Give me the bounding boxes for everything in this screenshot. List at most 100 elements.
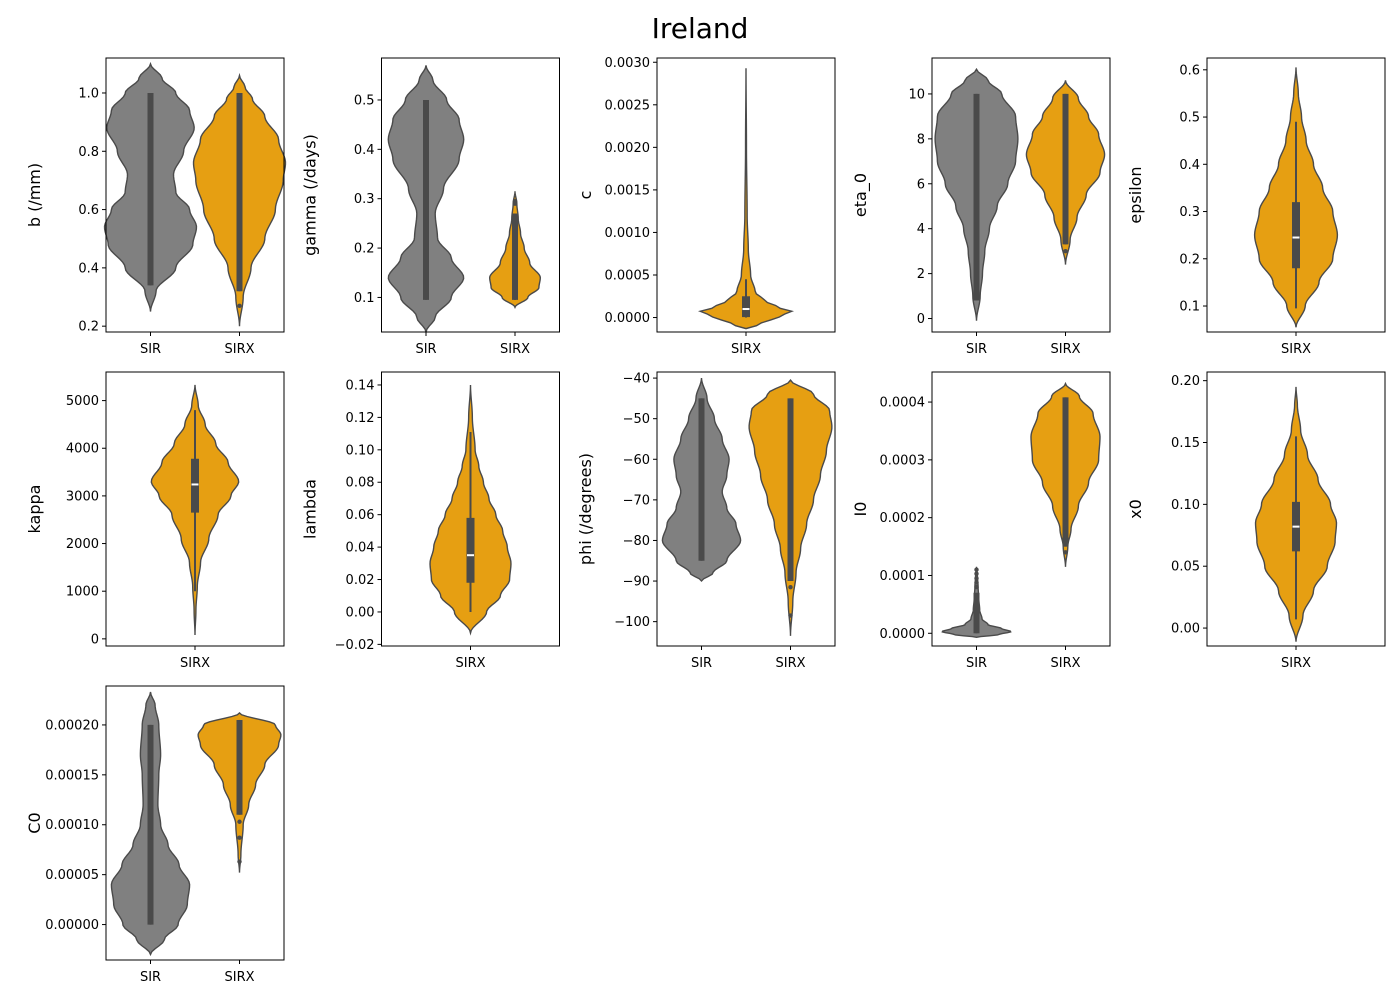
y-tick-label: 0.06 [346, 508, 375, 523]
y-tick-label: 0.10 [1171, 498, 1200, 513]
axes-frame [931, 57, 1111, 333]
outlier-point [974, 571, 979, 576]
y-tick-label: −90 [623, 575, 650, 590]
outlier-point [974, 580, 979, 585]
violin-sir [934, 67, 1019, 321]
y-tick-label: −50 [623, 412, 650, 427]
violin-sirx [1025, 80, 1106, 265]
y-tick-label: 0.0005 [605, 268, 651, 283]
outlier-point [974, 567, 979, 572]
axes-frame [105, 371, 285, 647]
y-tick-label: −40 [623, 372, 650, 387]
y-axis-label: lambda [301, 479, 320, 539]
y-tick-label: 0.00020 [45, 718, 99, 733]
y-tick-label: 0.20 [1171, 374, 1200, 389]
y-tick-label: 6 [917, 177, 925, 192]
y-tick-label: 0.4 [1179, 158, 1200, 173]
y-axis-label: c [576, 191, 595, 200]
subplot-x0: 0.00 0.05 0.10 0.15 0.20 x0 SIRX [1126, 371, 1386, 671]
y-tick-label: 0.0002 [880, 511, 926, 526]
y-tick-label: 0.14 [346, 378, 375, 393]
x-tick-label: SIRX [224, 970, 254, 985]
outlier-point [237, 303, 242, 308]
y-tick-label: 1000 [66, 585, 99, 600]
subplot-gamma: 0.1 0.2 0.3 0.4 0.5 gamma (/days) SIR SIRX [301, 57, 560, 357]
axes-frame [105, 685, 285, 961]
subplot-c: 0.0000 0.0005 0.0010 0.0015 0.0020 0.0025 0.00… [576, 56, 836, 357]
violin-sir [941, 566, 1012, 639]
outlier-point [1063, 550, 1068, 555]
y-tick-label: 0.0000 [880, 627, 926, 642]
y-axis-label: I0 [851, 502, 870, 517]
y-tick-label: 0.4 [354, 143, 375, 158]
violin-sirx [748, 379, 833, 636]
y-tick-label: 10 [908, 87, 925, 102]
axes-frame [1206, 371, 1386, 647]
violin-sirx [1254, 386, 1338, 642]
y-tick-label: 0.2 [354, 242, 375, 257]
y-axis-label: epsilon [1126, 166, 1145, 223]
y-axis-label: b (/mm) [25, 163, 44, 227]
y-tick-label: −0.02 [335, 638, 375, 653]
x-tick-label: SIR [140, 342, 161, 357]
violin-sirx [488, 191, 542, 309]
y-tick-label: 3000 [66, 489, 99, 504]
y-tick-label: −100 [614, 615, 650, 630]
x-tick-label: SIRX [500, 342, 530, 357]
outlier-point [237, 835, 242, 840]
y-tick-label: 0.6 [1179, 63, 1200, 78]
y-tick-label: 0.0020 [605, 141, 651, 156]
y-tick-label: 0.3 [354, 192, 375, 207]
y-tick-label: 2 [917, 267, 925, 282]
violin-sir [110, 691, 191, 957]
x-tick-label: SIRX [731, 342, 761, 357]
y-tick-label: 0.0030 [605, 56, 651, 71]
y-tick-label: 0.5 [1179, 111, 1200, 126]
y-tick-label: 0.0010 [605, 226, 651, 241]
y-tick-label: 8 [917, 132, 925, 147]
y-tick-label: 0.0000 [605, 311, 651, 326]
y-tick-label: 0.3 [1179, 205, 1200, 220]
y-tick-label: 0.6 [78, 203, 99, 218]
y-tick-label: 0.02 [346, 573, 375, 588]
axes-frame [381, 371, 560, 647]
outlier-point [974, 584, 979, 590]
x-tick-label: SIRX [455, 656, 485, 671]
outlier-point [237, 859, 242, 864]
violin-sir [103, 61, 198, 312]
y-tick-label: 0.15 [1171, 436, 1200, 451]
subplot-phi: −100 −90 −80 −70 −60 −50 −40 phi (/degrees) SIR S… [576, 371, 836, 671]
x-tick-label: SIRX [1281, 656, 1311, 671]
violin-sirx [1253, 67, 1339, 328]
y-tick-label: 0.12 [346, 411, 375, 426]
y-tick-label: 4000 [66, 442, 99, 457]
axes-frame [656, 57, 836, 333]
y-tick-label: −60 [623, 453, 650, 468]
y-tick-label: 0.04 [346, 541, 375, 556]
violin-sirx [1030, 381, 1101, 567]
y-tick-label: 0.00010 [45, 818, 99, 833]
y-tick-label: 4 [917, 222, 925, 237]
y-tick-label: 2000 [66, 537, 99, 552]
violin-sirx [697, 68, 795, 330]
x-tick-label: SIR [966, 656, 987, 671]
y-axis-label: C0 [25, 812, 44, 833]
x-tick-label: SIRX [1050, 342, 1080, 357]
subplot-c0: 0.00000 0.00005 0.00010 0.00015 0.00020 C0 SIR… [25, 685, 285, 985]
y-tick-label: 0.2 [78, 320, 99, 335]
axes-frame [105, 57, 285, 333]
figure-title: Ireland [651, 12, 749, 45]
outlier-point [974, 576, 979, 581]
y-tick-label: 0.00 [1171, 622, 1200, 637]
x-tick-label: SIRX [775, 656, 805, 671]
y-axis-label: x0 [1126, 499, 1145, 519]
x-tick-label: SIR [691, 656, 712, 671]
outlier-point [1063, 248, 1068, 254]
y-tick-label: 0.10 [346, 443, 375, 458]
violin-sirx [429, 384, 512, 636]
violin-sir [387, 65, 465, 335]
y-tick-label: 0.0001 [880, 569, 926, 584]
y-tick-label: 0.1 [1179, 300, 1200, 315]
x-tick-label: SIR [966, 342, 987, 357]
y-axis-label: eta_0 [851, 173, 871, 217]
